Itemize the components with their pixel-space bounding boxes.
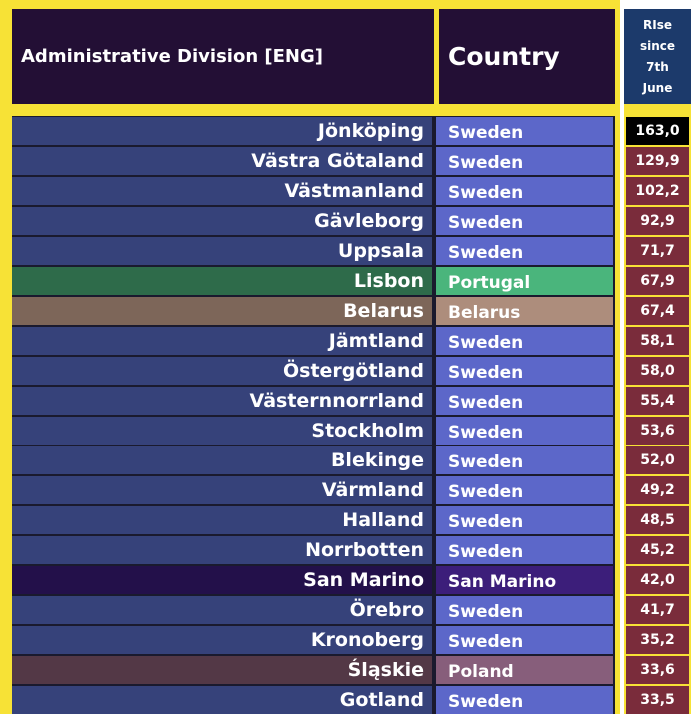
- division-cell: Gotland: [12, 686, 432, 714]
- country-cell: Sweden: [436, 446, 613, 474]
- rise-cell: 42,0: [626, 566, 689, 594]
- table-row: Västra Götaland Sweden 129,9: [0, 147, 691, 175]
- country-cell: Sweden: [436, 626, 613, 654]
- division-cell: Östergötland: [12, 357, 432, 385]
- division-cell: Blekinge: [12, 446, 432, 474]
- header-country: Country: [439, 9, 615, 104]
- table-row: Blekinge Sweden 52,0: [0, 446, 691, 474]
- header-country-label: Country: [448, 42, 560, 71]
- country-cell: Sweden: [436, 417, 613, 445]
- division-cell: Stockholm: [12, 417, 432, 445]
- table-row: Norrbotten Sweden 45,2: [0, 536, 691, 564]
- country-cell: Portugal: [436, 267, 613, 295]
- header-rise: RIse since 7th June: [624, 9, 691, 104]
- rise-cell: 71,7: [626, 237, 689, 265]
- division-cell: Uppsala: [12, 237, 432, 265]
- rise-cell: 48,5: [626, 506, 689, 534]
- country-cell: San Marino: [436, 566, 613, 594]
- division-cell: Västernnorrland: [12, 387, 432, 415]
- rise-cell: 45,2: [626, 536, 689, 564]
- division-cell: Jämtland: [12, 327, 432, 355]
- country-cell: Sweden: [436, 207, 613, 235]
- division-cell: Värmland: [12, 476, 432, 504]
- table-row: Gotland Sweden 33,5: [0, 686, 691, 714]
- rise-cell: 33,6: [626, 656, 689, 684]
- table-row: Kronoberg Sweden 35,2: [0, 626, 691, 654]
- rise-cell: 33,5: [626, 686, 689, 714]
- table-row: Stockholm Sweden 53,6: [0, 417, 691, 445]
- country-cell: Sweden: [436, 147, 613, 175]
- rise-cell: 92,9: [626, 207, 689, 235]
- rise-cell: 129,9: [626, 147, 689, 175]
- rise-cell: 55,4: [626, 387, 689, 415]
- header-admin-division-label: Administrative Division [ENG]: [21, 46, 323, 67]
- rise-cell: 53,6: [626, 417, 689, 445]
- table-row: Gävleborg Sweden 92,9: [0, 207, 691, 235]
- table-row: Śląskie Poland 33,6: [0, 656, 691, 684]
- table-row: Örebro Sweden 41,7: [0, 596, 691, 624]
- country-cell: Poland: [436, 656, 613, 684]
- country-cell: Sweden: [436, 237, 613, 265]
- table-row: Uppsala Sweden 71,7: [0, 237, 691, 265]
- table-row: Östergötland Sweden 58,0: [0, 357, 691, 385]
- country-cell: Belarus: [436, 297, 613, 325]
- division-cell: Lisbon: [12, 267, 432, 295]
- rise-cell: 163,0: [626, 117, 689, 145]
- table-row: Västernnorrland Sweden 55,4: [0, 387, 691, 415]
- division-cell: Śląskie: [12, 656, 432, 684]
- country-cell: Sweden: [436, 327, 613, 355]
- country-cell: Sweden: [436, 357, 613, 385]
- country-cell: Sweden: [436, 476, 613, 504]
- country-cell: Sweden: [436, 117, 613, 145]
- division-cell: Jönköping: [12, 117, 432, 145]
- rise-cell: 67,4: [626, 297, 689, 325]
- rise-cell: 41,7: [626, 596, 689, 624]
- table-row: Halland Sweden 48,5: [0, 506, 691, 534]
- table-row: Värmland Sweden 49,2: [0, 476, 691, 504]
- header-admin-division: Administrative Division [ENG]: [12, 9, 434, 104]
- division-cell: Gävleborg: [12, 207, 432, 235]
- division-cell: Västmanland: [12, 177, 432, 205]
- rise-cell: 67,9: [626, 267, 689, 295]
- rise-cell: 35,2: [626, 626, 689, 654]
- country-column-body: [434, 116, 615, 714]
- country-cell: Sweden: [436, 177, 613, 205]
- table-row: Västmanland Sweden 102,2: [0, 177, 691, 205]
- division-cell: Västra Götaland: [12, 147, 432, 175]
- rise-cell: 102,2: [626, 177, 689, 205]
- division-cell: Kronoberg: [12, 626, 432, 654]
- table-row: Jämtland Sweden 58,1: [0, 327, 691, 355]
- country-cell: Sweden: [436, 387, 613, 415]
- country-cell: Sweden: [436, 686, 613, 714]
- division-cell: Halland: [12, 506, 432, 534]
- table-row: Lisbon Portugal 67,9: [0, 267, 691, 295]
- country-cell: Sweden: [436, 536, 613, 564]
- rise-cell: 58,0: [626, 357, 689, 385]
- country-cell: Sweden: [436, 596, 613, 624]
- header-rise-label: RIse since 7th June: [639, 17, 676, 95]
- admin-column-body: [12, 116, 434, 714]
- division-cell: San Marino: [12, 566, 432, 594]
- table-row: Jönköping Sweden 163,0: [0, 117, 691, 145]
- table-row: Belarus Belarus 67,4: [0, 297, 691, 325]
- division-cell: Norrbotten: [12, 536, 432, 564]
- rise-cell: 58,1: [626, 327, 689, 355]
- country-cell: Sweden: [436, 506, 613, 534]
- rise-cell: 49,2: [626, 476, 689, 504]
- table-row: San Marino San Marino 42,0: [0, 566, 691, 594]
- division-cell: Örebro: [12, 596, 432, 624]
- rise-cell: 52,0: [626, 446, 689, 474]
- division-cell: Belarus: [12, 297, 432, 325]
